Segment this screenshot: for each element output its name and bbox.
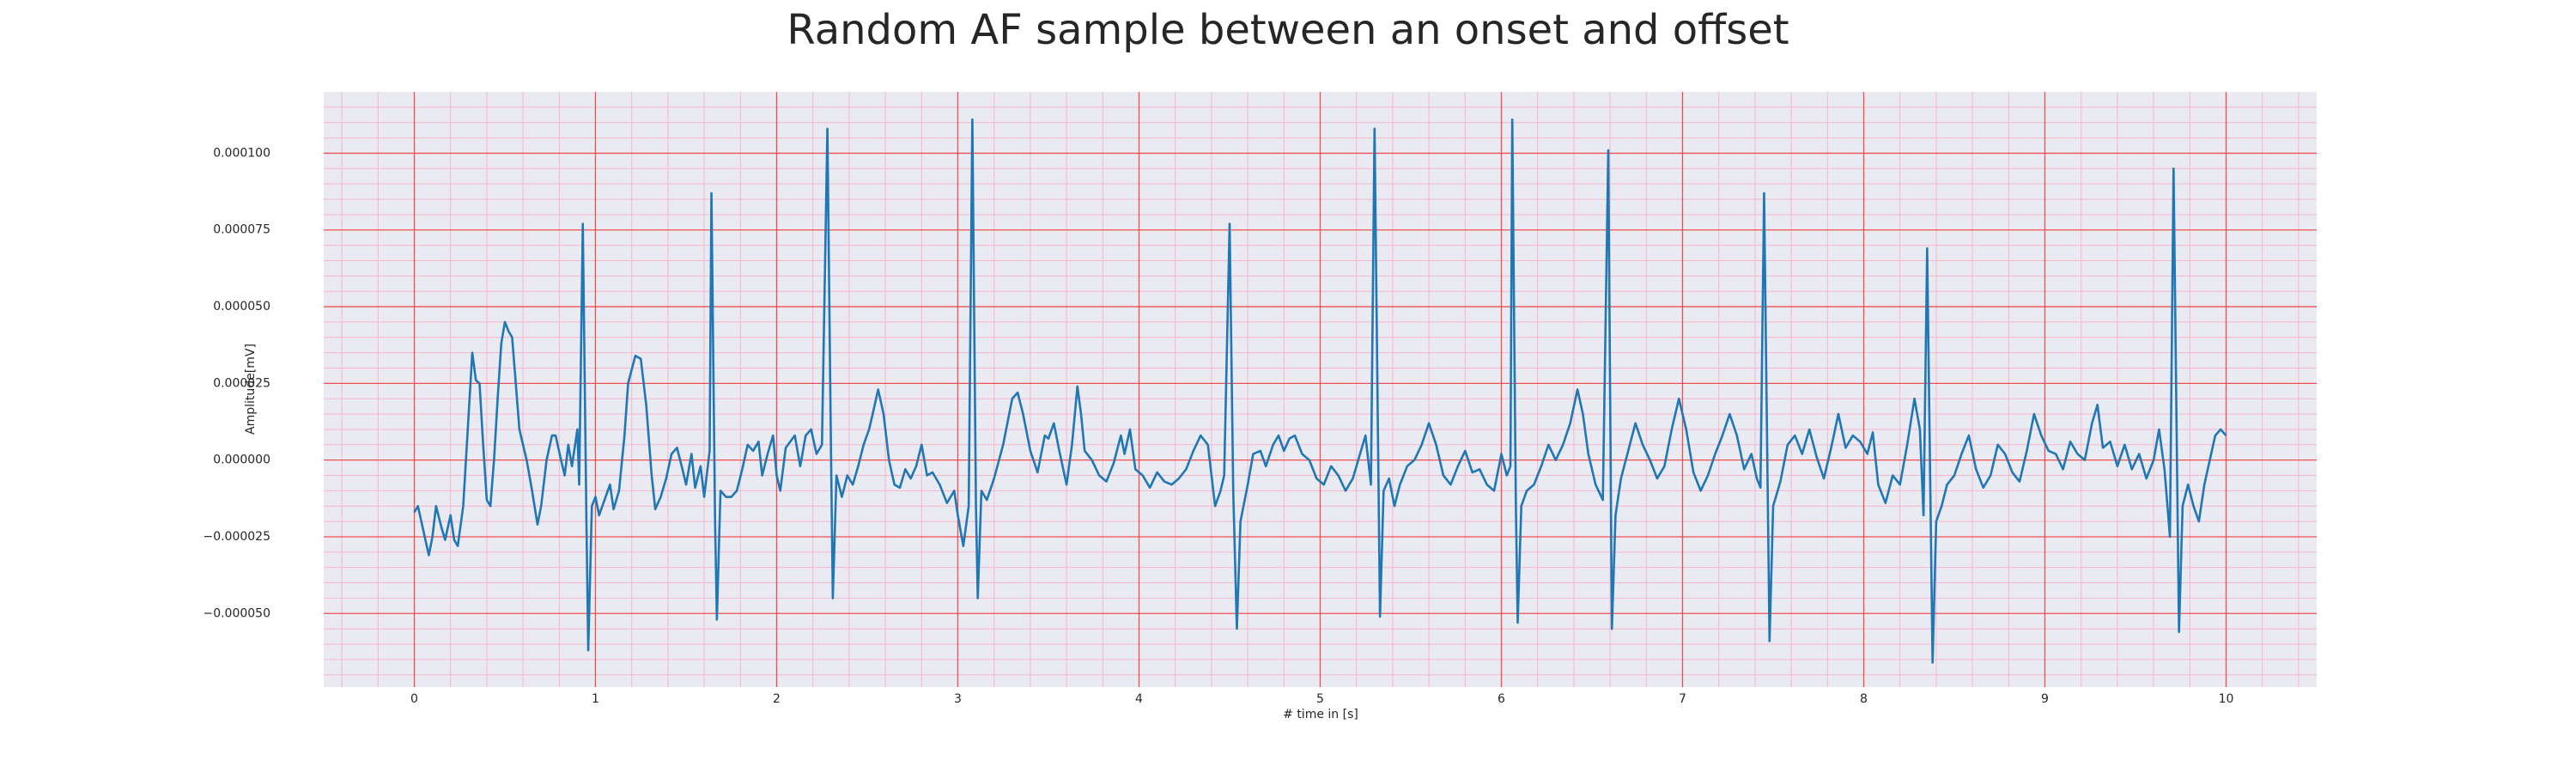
y-tick-label: 0.000100 [213, 146, 270, 160]
x-tick-label: 9 [2041, 692, 2049, 706]
y-tick-label: −0.000050 [203, 606, 270, 620]
chart-title: Random AF sample between an onset and of… [787, 6, 1789, 54]
x-tick-label: 8 [1860, 692, 1868, 706]
y-tick-label: 0.000075 [213, 223, 270, 237]
y-axis-label: Amplitude[mV] [244, 344, 258, 435]
y-tick-label: 0.000025 [213, 376, 270, 390]
y-tick-label: 0.000050 [213, 300, 270, 313]
x-tick-label: 0 [410, 692, 418, 706]
x-tick-label: 7 [1679, 692, 1686, 706]
x-axis-label: # time in [s] [1283, 708, 1358, 721]
x-tick-label: 4 [1135, 692, 1143, 706]
x-tick-label: 2 [773, 692, 781, 706]
x-tick-label: 1 [592, 692, 599, 706]
x-tick-label: 3 [954, 692, 962, 706]
x-tick-label: 5 [1316, 692, 1324, 706]
y-tick-label: −0.000025 [203, 530, 270, 544]
signal-line [413, 118, 2227, 664]
x-tick-label: 10 [2219, 692, 2234, 706]
x-tick-label: 6 [1498, 692, 1505, 706]
y-tick-label: 0.000000 [213, 453, 270, 467]
